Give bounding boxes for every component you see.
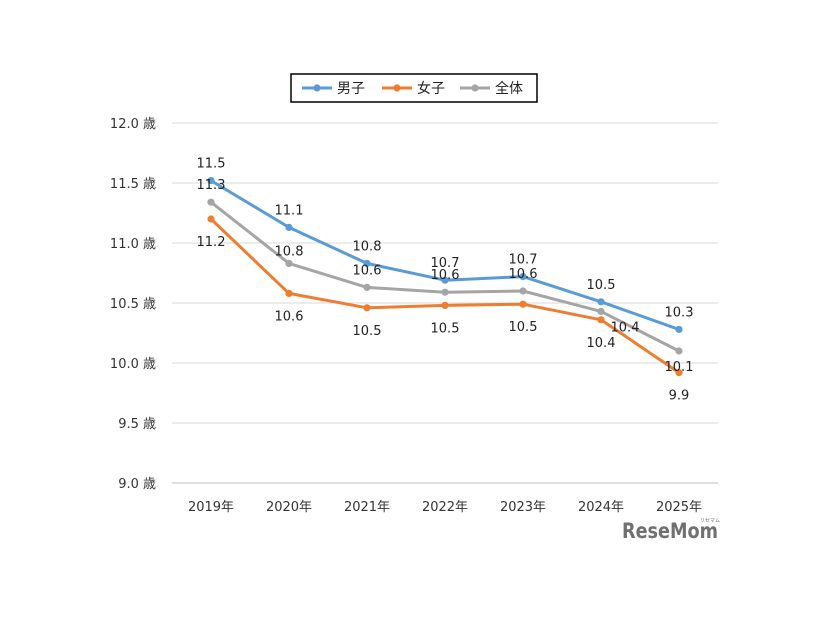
data-label: 10.7 [509, 253, 538, 268]
data-label: 10.5 [353, 324, 382, 339]
x-tick-label: 2019年 [188, 500, 234, 515]
data-label: 10.1 [665, 360, 694, 375]
legend-marker [471, 84, 479, 92]
series-lines [207, 177, 683, 377]
y-tick-label: 12.0 歳 [110, 117, 156, 132]
legend: 男子 女子 全体 [290, 73, 538, 103]
data-point [207, 177, 215, 185]
data-label: 10.6 [275, 309, 304, 324]
data-label: 10.6 [431, 268, 460, 283]
data-point [285, 223, 293, 231]
legend-marker [313, 84, 321, 92]
data-point [285, 259, 293, 267]
legend-label: 女子 [417, 80, 445, 97]
data-label: 11.3 [197, 178, 226, 193]
data-label: 10.5 [509, 320, 538, 335]
data-point [519, 300, 527, 308]
data-point [597, 316, 605, 324]
x-tick-label: 2023年 [500, 500, 546, 515]
data-label: 10.6 [353, 263, 382, 278]
x-tick-label: 2025年 [656, 500, 702, 515]
x-tick-label: 2022年 [422, 500, 468, 515]
data-point [597, 307, 605, 315]
data-label: 11.2 [197, 235, 226, 250]
y-tick-label: 9.0 歳 [118, 477, 156, 492]
data-point [519, 273, 527, 281]
y-tick-label: 10.5 歳 [110, 297, 156, 312]
data-point [441, 301, 449, 309]
legend-label: 全体 [495, 80, 523, 97]
data-point [363, 259, 371, 267]
y-tick-label: 11.5 歳 [110, 177, 156, 192]
y-tick-label: 10.0 歳 [110, 357, 156, 372]
data-label: 10.4 [587, 336, 616, 351]
legend-marker [393, 84, 401, 92]
data-point [597, 298, 605, 306]
data-point [441, 288, 449, 296]
data-label: 11.5 [197, 157, 226, 172]
data-point [441, 276, 449, 284]
data-label: 10.7 [431, 256, 460, 271]
data-point [519, 287, 527, 295]
legend-label: 男子 [337, 81, 365, 97]
data-label: 11.1 [275, 203, 304, 218]
data-label: 10.5 [587, 278, 616, 293]
data-label: 10.8 [353, 239, 382, 254]
watermark-subtext: リセマム [700, 518, 720, 524]
y-axis-ticks: 12.0 歳 11.5 歳 11.0 歳 10.5 歳 10.0 歳 9.5 歳 9.0 歳 [110, 117, 156, 492]
data-point [363, 283, 371, 291]
x-tick-label: 2020年 [266, 500, 312, 515]
x-axis-ticks: 2019年 2020年 2021年 2022年 2023年 2024年 2025年 [188, 500, 702, 515]
data-point [363, 304, 371, 312]
data-label: 10.4 [611, 320, 640, 335]
data-point [675, 325, 683, 333]
x-tick-label: 2024年 [578, 500, 624, 515]
x-tick-label: 2021年 [344, 500, 390, 515]
y-tick-label: 9.5 歳 [118, 417, 156, 432]
data-label: 10.8 [275, 244, 304, 259]
data-label: 10.6 [509, 267, 538, 282]
data-label: 10.5 [431, 321, 460, 336]
data-point [675, 369, 683, 377]
data-point [675, 347, 683, 355]
data-label: 9.9 [669, 389, 690, 404]
data-point [207, 215, 215, 223]
data-point [285, 289, 293, 297]
y-tick-label: 11.0 歳 [110, 237, 156, 252]
data-point [207, 198, 215, 206]
watermark-text: ReseMom [622, 519, 718, 543]
data-label: 10.3 [665, 305, 694, 320]
data-labels: 11.5 11.1 10.8 10.7 10.7 10.5 10.3 11.2 10.6 10.5… [197, 157, 694, 404]
